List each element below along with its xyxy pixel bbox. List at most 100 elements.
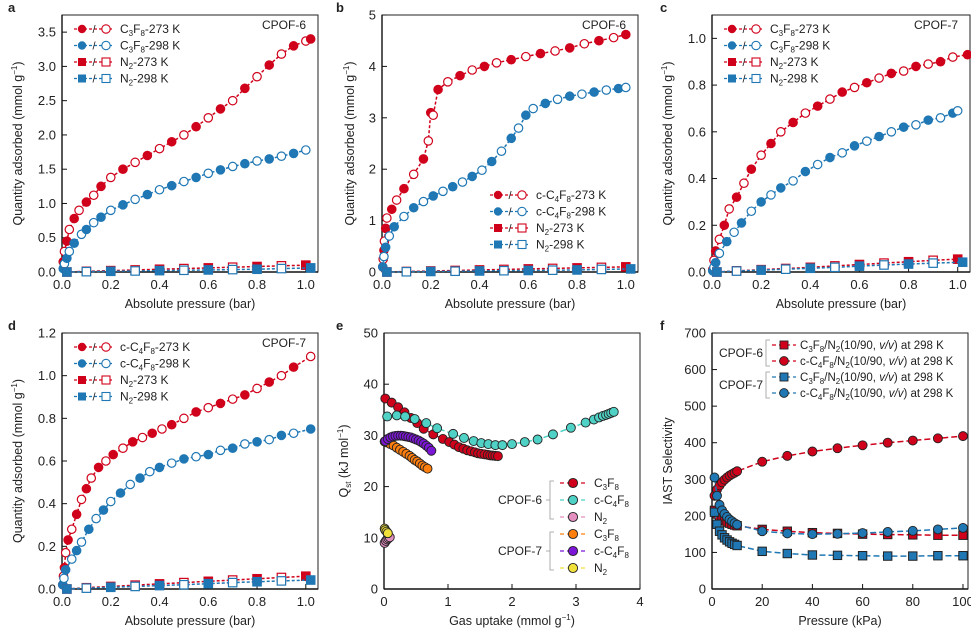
legend-label: c-C4F8-273 K (120, 340, 190, 356)
data-point (252, 436, 262, 447)
data-point (301, 145, 311, 155)
data-point (732, 519, 743, 530)
legend-marker-open (751, 24, 761, 34)
data-point (179, 579, 189, 590)
data-point (127, 436, 138, 447)
x-tick-label: 40 (805, 594, 819, 609)
data-point (130, 266, 140, 276)
data-point (423, 136, 434, 146)
series-c3f8-298-k (58, 145, 311, 274)
data-point (879, 260, 889, 270)
series-line (713, 477, 964, 535)
legend-item: / C3F8-298 K (74, 39, 180, 55)
legend-marker-filled (493, 190, 503, 200)
data-point (81, 266, 92, 277)
data-point (932, 433, 943, 444)
x-tick-label: 1.0 (297, 277, 315, 292)
legend-group-label: CPOF-6 (498, 493, 542, 507)
legend-marker-open (101, 375, 111, 385)
series-c-c4f8-273-k (57, 351, 316, 590)
y-tick-label: 400 (684, 435, 706, 450)
data-point (564, 91, 575, 102)
y-tick-label: 600 (684, 362, 706, 377)
data-point (625, 264, 636, 274)
data-point (756, 150, 766, 160)
data-point (928, 258, 938, 268)
legend-slash: / (508, 223, 512, 235)
data-point (400, 411, 411, 422)
data-point (252, 383, 262, 394)
data-point (380, 223, 391, 234)
panel-c: c 0.0 0.2 0.4 0.6 0.8 1.0 0.0 0.2 0.4 0.6 0.8 1.0 Abs… (660, 0, 971, 311)
data-point (101, 456, 111, 466)
x-tick-label: 2 (508, 594, 515, 609)
series-c3f8-298-k (707, 105, 963, 276)
data-point (579, 38, 590, 49)
panel-letter: b (336, 0, 344, 15)
data-point (535, 48, 546, 59)
legend-item: / C3F8-273 K (724, 22, 830, 38)
data-point (118, 200, 128, 210)
y-tick-label: 20 (364, 479, 378, 494)
y-tick-label: 1.0 (688, 31, 706, 46)
legend-label: c-C4F8-298 K (120, 357, 190, 373)
series-n2-298-k (62, 575, 316, 594)
series-line (62, 149, 307, 269)
legend-item: c-C4F8/N2(10/90, v/v) at 298 K (772, 356, 954, 370)
legend-label: C3F8/N2(10/90, v/v) at 298 K (800, 372, 944, 386)
y-tick-label: 10 (364, 530, 378, 545)
data-point (712, 490, 722, 501)
data-point (154, 184, 165, 195)
legend-item: / N2-273 K (74, 55, 168, 71)
data-point (59, 573, 69, 584)
x-tick-label: 4 (636, 594, 643, 609)
legend-marker (567, 477, 579, 489)
data-point (108, 449, 118, 460)
data-point (379, 251, 389, 262)
data-point (276, 49, 287, 59)
data-point (849, 82, 860, 93)
legend-group-label: CPOF-7 (498, 544, 542, 558)
data-point (240, 439, 250, 449)
data-point (81, 197, 92, 207)
x-tick-label: 0.4 (801, 277, 819, 292)
sample-annotation: CPOF-6 (262, 18, 306, 32)
y-tick-label: 500 (684, 399, 706, 414)
data-point (830, 262, 840, 273)
panel-letter: f (660, 318, 665, 333)
data-point (154, 143, 165, 154)
data-point (93, 462, 104, 473)
legend-slash: / (92, 24, 96, 36)
x-tick-label: 1.0 (297, 594, 315, 609)
series-cpof-6-c-c4f8 (382, 406, 619, 451)
data-point (63, 535, 73, 545)
series-line (712, 110, 959, 272)
x-tick-label: 0.6 (199, 594, 217, 609)
legend-marker-filled (77, 342, 87, 352)
x-tick-label: 0.0 (373, 277, 391, 292)
legend-group-label: CPOF-7 (719, 378, 763, 392)
legend-label: N2-273 K (770, 55, 818, 71)
data-point (837, 148, 848, 158)
data-point (854, 261, 865, 271)
y-axis-label: IAST Selectivity (661, 417, 675, 505)
legend-marker-filled (494, 240, 502, 249)
data-point (384, 231, 395, 241)
data-point (552, 94, 563, 105)
legend-marker-filled (493, 207, 503, 216)
series-n2-298-k (712, 257, 968, 277)
data-point (105, 582, 116, 593)
legend-bracket (549, 531, 554, 571)
series-n2-298-k (62, 263, 316, 277)
data-point (898, 122, 909, 132)
legend-item: C3F8/N2(10/90, v/v) at 298 K (772, 340, 944, 354)
data-point (76, 537, 87, 547)
data-point (832, 550, 843, 561)
data-point (550, 46, 560, 56)
legend-marker (779, 356, 789, 366)
y-tick-label: 0.4 (688, 171, 706, 186)
data-point (137, 432, 148, 443)
data-point (240, 158, 250, 169)
x-tick-label: 0.2 (102, 594, 120, 609)
